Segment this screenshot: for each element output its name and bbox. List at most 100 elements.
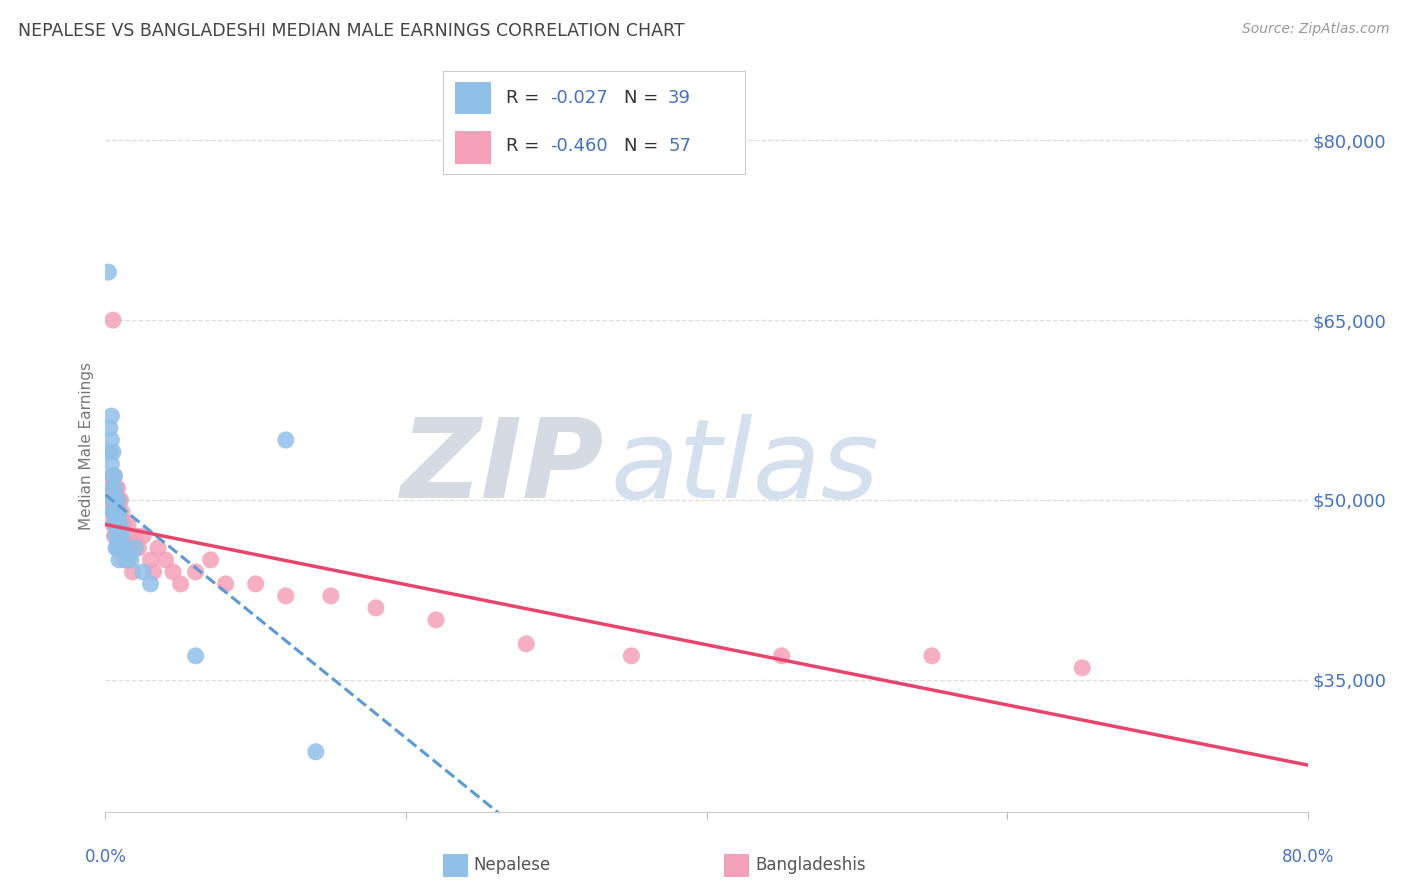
Point [117, 516, 139, 531]
Point [100, 457, 122, 471]
Point [104, 541, 127, 555]
Point [101, 516, 124, 531]
Point [139, 577, 162, 591]
Point [108, 529, 131, 543]
Point [107, 505, 129, 519]
Point [98, 445, 121, 459]
Point [921, 648, 943, 663]
Point [124, 529, 146, 543]
Point [124, 541, 146, 555]
Text: 0.0%: 0.0% [84, 847, 127, 866]
Point [107, 541, 129, 555]
Point [110, 516, 132, 531]
Point [111, 529, 134, 543]
Point [104, 492, 127, 507]
Point [319, 589, 342, 603]
Text: N =: N = [624, 136, 664, 154]
Point [112, 541, 135, 555]
Point [100, 469, 122, 483]
Point [112, 541, 135, 555]
Point [305, 745, 328, 759]
Point [104, 529, 127, 543]
Point [107, 492, 129, 507]
Point [107, 541, 129, 555]
Point [103, 529, 125, 543]
Point [107, 481, 129, 495]
Text: Nepalese: Nepalese [474, 856, 551, 874]
Point [108, 505, 131, 519]
Point [114, 541, 136, 555]
Text: -0.460: -0.460 [550, 136, 607, 154]
Point [274, 589, 297, 603]
Point [103, 492, 125, 507]
Point [107, 505, 129, 519]
Point [120, 553, 142, 567]
Text: 80.0%: 80.0% [1281, 847, 1334, 866]
Point [110, 492, 132, 507]
Bar [456, 81, 491, 114]
Point [101, 492, 124, 507]
Point [117, 553, 139, 567]
Point [200, 553, 222, 567]
Point [111, 505, 134, 519]
Point [118, 541, 141, 555]
Point [98, 421, 121, 435]
Point [110, 541, 132, 555]
Point [515, 637, 537, 651]
Point [107, 516, 129, 531]
Point [214, 577, 236, 591]
Point [104, 529, 127, 543]
Point [142, 565, 165, 579]
Point [101, 313, 124, 327]
Point [364, 600, 387, 615]
Point [101, 445, 124, 459]
Point [110, 541, 132, 555]
Point [101, 481, 124, 495]
Point [120, 529, 142, 543]
Point [139, 553, 162, 567]
Text: 57: 57 [668, 136, 692, 154]
Point [101, 505, 124, 519]
Point [108, 505, 131, 519]
Text: Source: ZipAtlas.com: Source: ZipAtlas.com [1241, 22, 1389, 37]
Point [98, 481, 121, 495]
Point [620, 648, 643, 663]
Text: N =: N = [624, 88, 664, 106]
Point [162, 565, 184, 579]
Point [103, 469, 125, 483]
Point [117, 553, 139, 567]
Point [132, 529, 155, 543]
Point [100, 492, 122, 507]
Point [1071, 661, 1094, 675]
Point [104, 516, 127, 531]
Point [103, 516, 125, 531]
Point [114, 529, 136, 543]
Point [114, 553, 136, 567]
Point [103, 505, 125, 519]
Point [100, 409, 122, 423]
Text: NEPALESE VS BANGLADESHI MEDIAN MALE EARNINGS CORRELATION CHART: NEPALESE VS BANGLADESHI MEDIAN MALE EARN… [18, 22, 685, 40]
Point [101, 469, 124, 483]
Bar [456, 131, 491, 163]
Point [98, 505, 121, 519]
Point [107, 516, 129, 531]
Point [108, 492, 131, 507]
Point [770, 648, 793, 663]
Point [108, 553, 131, 567]
Point [115, 529, 138, 543]
Text: R =: R = [506, 88, 546, 106]
Point [97, 265, 120, 279]
Point [104, 505, 127, 519]
Text: atlas: atlas [610, 415, 879, 522]
Point [101, 481, 124, 495]
Text: R =: R = [506, 136, 546, 154]
Point [111, 529, 134, 543]
Text: ZIP: ZIP [401, 415, 605, 522]
Point [155, 553, 177, 567]
Point [184, 565, 207, 579]
Point [184, 648, 207, 663]
Point [112, 516, 135, 531]
Point [128, 541, 150, 555]
Text: Bangladeshis: Bangladeshis [755, 856, 866, 874]
Point [146, 541, 169, 555]
